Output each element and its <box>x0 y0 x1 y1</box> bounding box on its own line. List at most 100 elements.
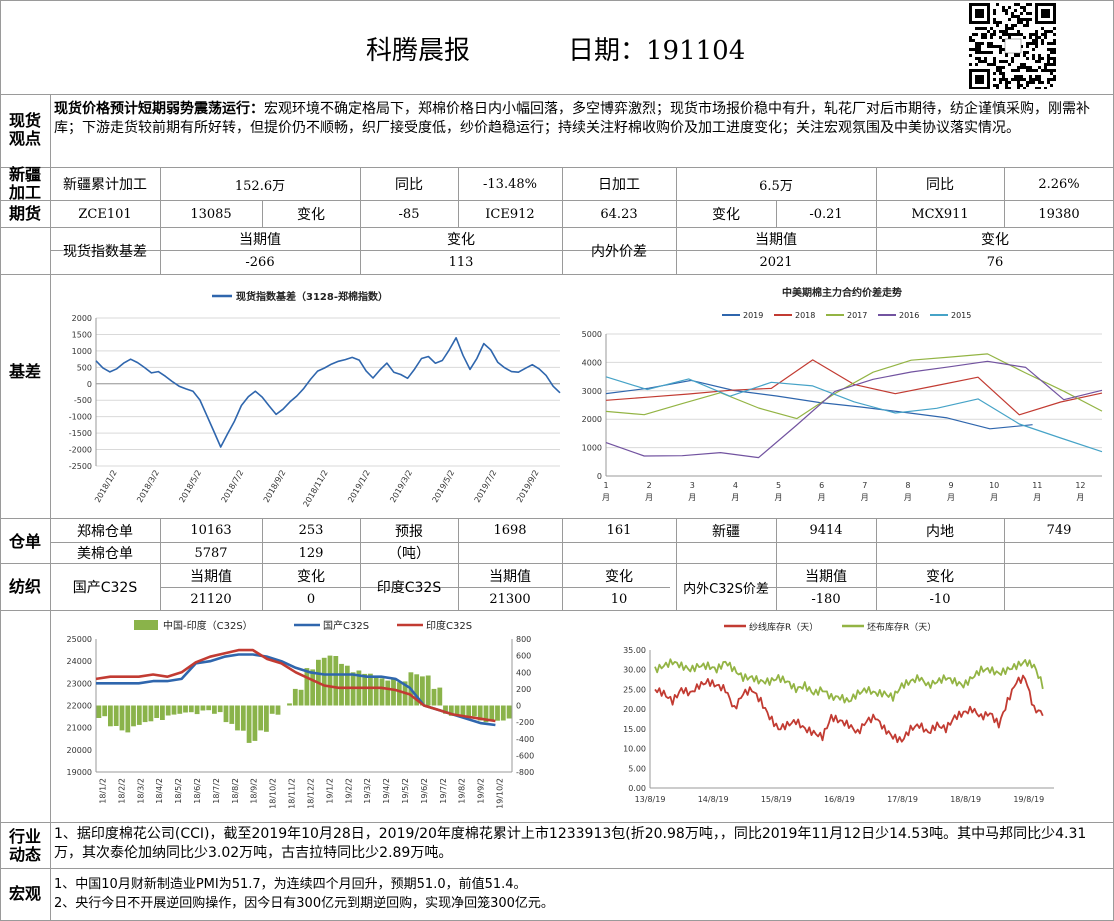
x-tick-label: 2018/1/2 <box>93 469 119 505</box>
qr-module <box>1029 3 1032 6</box>
qr-module <box>1011 15 1014 18</box>
qr-module <box>1050 30 1053 33</box>
warehouse-label-forecast: 预报 <box>395 523 423 540</box>
qr-module <box>1035 75 1038 78</box>
qr-module <box>1044 69 1047 72</box>
qr-module <box>1035 60 1038 63</box>
series-line-2017 <box>605 353 1103 420</box>
qr-module <box>1035 69 1038 72</box>
qr-module <box>981 51 984 54</box>
qr-module <box>1050 63 1053 66</box>
y-tick-label: 500 <box>77 363 92 372</box>
bar <box>148 705 154 722</box>
qr-module <box>1005 24 1008 27</box>
y2-tick-label: 600 <box>516 652 531 661</box>
qr-module <box>1002 6 1005 9</box>
bar <box>275 705 281 715</box>
bar <box>431 688 437 706</box>
x-tick-label: 19/2/2 <box>344 778 353 804</box>
qr-module <box>1053 60 1056 63</box>
qr-module <box>993 63 996 66</box>
qr-module <box>993 84 996 87</box>
x-tick-label: 月 <box>775 493 783 502</box>
qr-module <box>996 87 999 89</box>
bar <box>506 705 512 719</box>
y-tick-label: 25.00 <box>623 685 646 694</box>
yarn-domestic-value: 21120 <box>190 591 232 607</box>
legend-label: 坯布库存R（天） <box>867 621 936 633</box>
x-tick-label: 月 <box>904 493 912 502</box>
y-tick-label: 1000 <box>582 444 602 453</box>
qr-module <box>1041 69 1044 72</box>
qr-module <box>1005 33 1008 36</box>
bar <box>188 705 194 713</box>
x-tick-label: 10 <box>989 481 999 490</box>
view-lead: 现货价格预计短期弱势震荡运行： <box>54 101 264 117</box>
legend-label: 2018 <box>795 311 815 320</box>
x-tick-label: 2018/11/2 <box>301 469 329 509</box>
section-label-view: 现货观点 <box>8 111 41 148</box>
qr-module <box>978 45 981 48</box>
yarn-label-india: 印度C32S <box>376 580 442 596</box>
series-line-2015 <box>605 376 1103 453</box>
basis-header-change-2: 变化 <box>981 232 1009 248</box>
qr-module <box>1023 36 1026 39</box>
futures-contract-2: ICE912 <box>485 206 535 222</box>
bar <box>240 705 246 731</box>
qr-module <box>1008 81 1011 84</box>
report-title: 科腾晨报 <box>366 36 471 66</box>
qr-module <box>996 66 999 69</box>
bar <box>235 705 240 731</box>
qr-module <box>1005 60 1008 63</box>
y2-tick-label: -400 <box>516 735 534 744</box>
qr-module <box>1020 66 1023 69</box>
series-line-2019 <box>605 379 1033 430</box>
section-label-warehouse: 仓单 <box>8 532 41 551</box>
qr-module <box>987 45 990 48</box>
qr-module <box>1023 78 1026 81</box>
qr-module <box>1017 78 1020 81</box>
x-tick-label: 3 <box>690 481 695 490</box>
qr-module <box>990 45 993 48</box>
qr-finder <box>975 75 984 84</box>
legend-label: 现货指数基差（3128-郑棉指数） <box>236 290 388 303</box>
qr-module <box>1047 42 1050 45</box>
qr-module <box>1035 78 1038 81</box>
qr-module <box>1002 48 1005 51</box>
bar <box>160 705 165 720</box>
x-tick-label: 月 <box>645 493 653 502</box>
qr-module <box>1044 66 1047 69</box>
series-line-印度C32S <box>95 648 496 723</box>
qr-module <box>972 39 975 42</box>
bar <box>142 705 148 723</box>
qr-module <box>1053 27 1056 30</box>
bar <box>391 679 396 706</box>
bar <box>425 675 431 706</box>
qr-module <box>1053 51 1056 54</box>
qr-module <box>978 27 981 30</box>
basis-label-spread: 内外价差 <box>591 244 647 260</box>
qr-module <box>1005 54 1008 57</box>
x-tick-label: 月 <box>602 493 610 502</box>
qr-module <box>993 78 996 81</box>
legend-label: 国产C32S <box>323 619 369 632</box>
qr-module <box>1026 21 1029 24</box>
x-tick-label: 8 <box>905 481 910 490</box>
qr-module <box>984 60 987 63</box>
qr-module <box>1005 12 1008 15</box>
bar <box>125 705 131 733</box>
futures-change-1: -85 <box>398 206 420 222</box>
bar <box>420 676 425 706</box>
yarn-label-domestic: 国产C32S <box>72 580 138 596</box>
qr-module <box>993 33 996 36</box>
y-tick-label: 15.00 <box>623 725 646 734</box>
bar <box>483 705 489 723</box>
warehouse-xinjiang-value: 9414 <box>809 523 843 538</box>
legend-label: 纱线库存R（天） <box>749 621 818 633</box>
bar <box>223 705 229 723</box>
qr-module <box>1011 60 1014 63</box>
y2-tick-label: -600 <box>516 751 534 760</box>
basis-header-change-1: 变化 <box>447 232 475 248</box>
qr-module <box>1032 78 1035 81</box>
x-tick-label: 2019/3/2 <box>388 469 414 505</box>
